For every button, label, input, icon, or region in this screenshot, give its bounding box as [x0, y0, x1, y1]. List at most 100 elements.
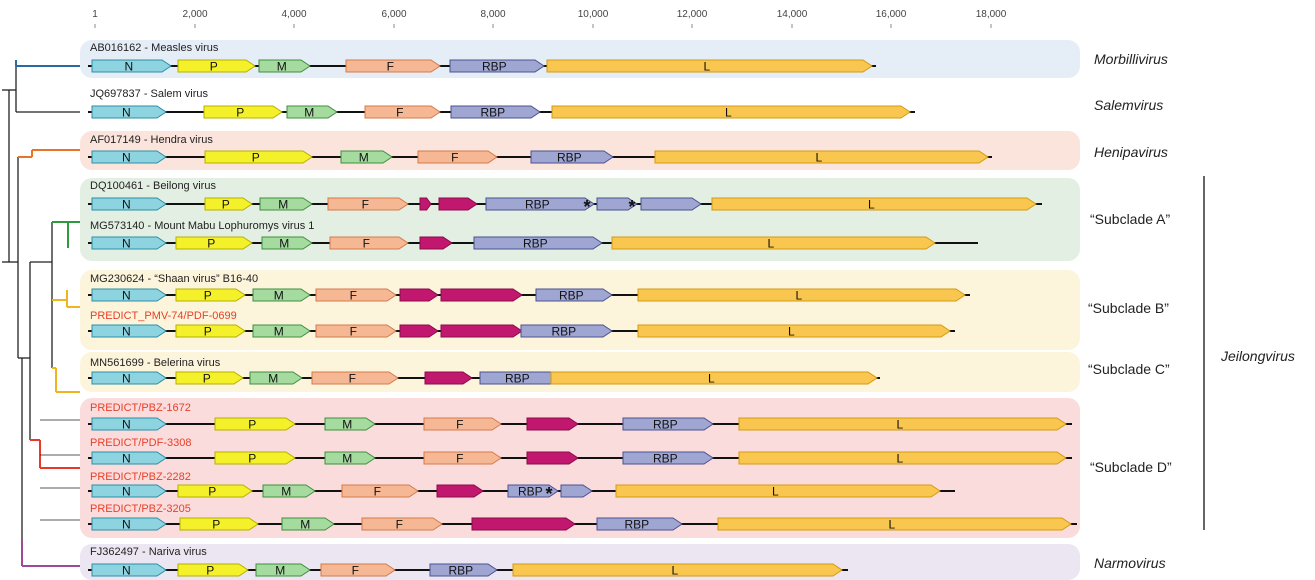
- asterisk-marker: *: [583, 197, 590, 217]
- genome-track: N P M F RBP L: [88, 517, 1077, 532]
- gene-l: [654, 150, 989, 164]
- gene-label: M: [342, 418, 352, 432]
- gene-m: [324, 451, 376, 465]
- genome-track: N P M F RBP L: [88, 105, 915, 120]
- gene-label: M: [277, 60, 287, 74]
- gene-n: [91, 563, 167, 577]
- gene-p: [177, 484, 253, 498]
- gene-label: N: [122, 106, 131, 120]
- gene-l: [615, 484, 941, 498]
- gene-label: RBP: [523, 237, 548, 251]
- gene-rbp: [450, 105, 541, 119]
- gene-label: L: [795, 289, 802, 303]
- gene-f: [364, 105, 441, 119]
- gene-n: [91, 197, 167, 211]
- gene-p: [177, 59, 256, 73]
- gene-f: [423, 417, 502, 431]
- gene-x: [399, 324, 439, 338]
- gene-label: N: [122, 372, 131, 386]
- gene-l: [717, 517, 1072, 531]
- gene-label: RBP: [525, 198, 550, 212]
- gene-rbp: [507, 484, 559, 498]
- gene-label: P: [252, 151, 260, 165]
- gene-label: F: [387, 60, 394, 74]
- gene-label: P: [206, 564, 214, 578]
- gene-n: [91, 417, 167, 431]
- gene-label: M: [275, 564, 285, 578]
- gene-l: [611, 236, 936, 250]
- gene-x: [471, 517, 576, 531]
- gene-label: L: [868, 198, 875, 212]
- gene-f: [327, 197, 409, 211]
- gene-m: [340, 150, 393, 164]
- genome-label-beilong: DQ100461 - Beilong virus: [90, 180, 216, 192]
- gene-label: L: [772, 485, 779, 499]
- gene-l: [711, 197, 1037, 211]
- genome-label-pbz-2282: PREDICT/PBZ-2282: [90, 471, 191, 483]
- gene-f: [329, 236, 409, 250]
- gene-label: N: [122, 289, 131, 303]
- gene-label: L: [703, 60, 710, 74]
- gene-label: P: [210, 60, 218, 74]
- gene-x: [438, 197, 478, 211]
- gene-n: [91, 371, 167, 385]
- gene-label: F: [350, 325, 357, 339]
- gene-label: L: [708, 372, 715, 386]
- gene-p: [203, 105, 283, 119]
- gene-rbp: [473, 236, 603, 250]
- gene-label: L: [725, 106, 732, 120]
- gene-label: M: [279, 237, 289, 251]
- gene-m: [249, 371, 303, 385]
- gene-m: [258, 59, 311, 73]
- gene-rbp: [640, 197, 702, 211]
- gene-label: N: [122, 485, 131, 499]
- gene-f: [345, 59, 441, 73]
- gene-label: RBP: [624, 518, 649, 532]
- genus-label-salemvirus: Salemvirus: [1094, 97, 1164, 113]
- gene-label: N: [122, 237, 131, 251]
- gene-n: [91, 324, 167, 338]
- gene-n: [91, 150, 167, 164]
- gene-label: M: [304, 106, 314, 120]
- gene-f: [341, 484, 419, 498]
- gene-label: RBP: [480, 106, 505, 120]
- gene-n: [91, 484, 167, 498]
- gene-p: [214, 417, 296, 431]
- genome-track: N P M F RBP L: [88, 563, 848, 578]
- scale-tick: 10,000: [577, 9, 609, 20]
- genome-track: N P M F RBP L: [88, 417, 1072, 432]
- gene-x: [399, 288, 439, 302]
- genus-label-jeilongvirus: Jeilongvirus: [1221, 348, 1295, 364]
- gene-l: [551, 105, 911, 119]
- genome-label-hendra: AF017149 - Hendra virus: [90, 134, 213, 146]
- gene-l: [637, 324, 951, 338]
- gene-label: F: [451, 151, 458, 165]
- genome-track: N P M F RBP L *: [88, 484, 955, 504]
- gene-label: RBP: [505, 372, 530, 386]
- gene-n: [91, 451, 167, 465]
- gene-m: [252, 324, 311, 338]
- gene-label: L: [671, 564, 678, 578]
- gene-n: [91, 105, 167, 119]
- genome-track: N P M F RBP L: [88, 451, 1072, 466]
- gene-label: P: [208, 485, 216, 499]
- gene-label: RBP: [482, 60, 507, 74]
- clade-label-subclade-a: “Subclade A”: [1090, 211, 1171, 227]
- gene-label: RBP: [653, 418, 678, 432]
- gene-m: [324, 417, 376, 431]
- gene-n: [91, 288, 167, 302]
- genus-label-henipavirus: Henipavirus: [1094, 144, 1168, 160]
- gene-l: [738, 451, 1067, 465]
- gene-label: F: [349, 372, 356, 386]
- gene-p: [204, 197, 253, 211]
- gene-m: [286, 105, 338, 119]
- genome-label-belerina: MN561699 - Belerina virus: [90, 357, 221, 369]
- gene-label: P: [204, 325, 212, 339]
- gene-label: L: [896, 418, 903, 432]
- gene-x: [526, 451, 579, 465]
- gene-label: N: [122, 518, 131, 532]
- scale-tick: 6,000: [381, 9, 407, 20]
- gene-m: [281, 517, 335, 531]
- gene-label: RBP: [559, 289, 584, 303]
